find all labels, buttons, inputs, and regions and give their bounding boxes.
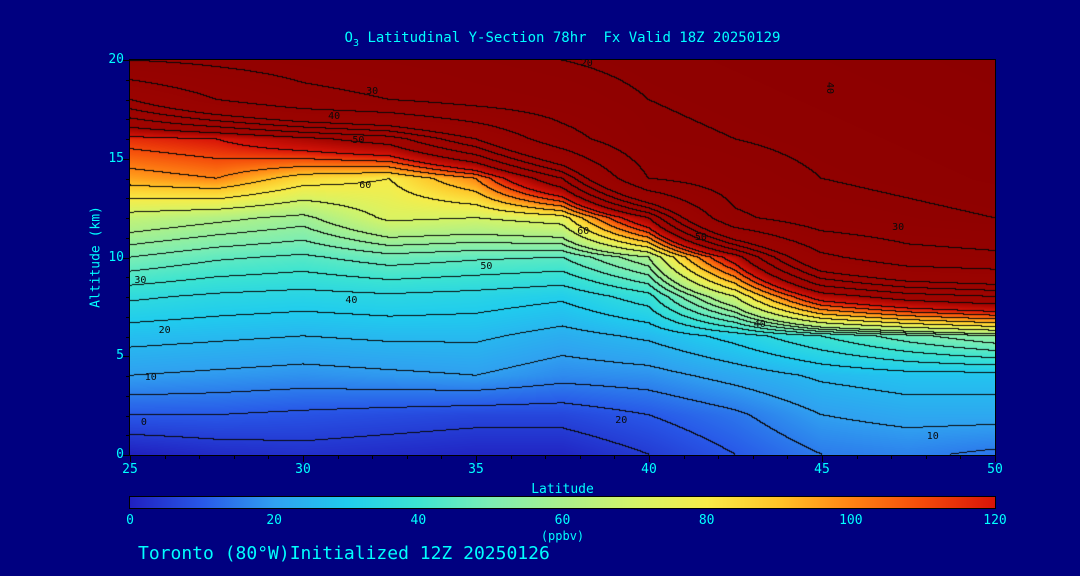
y-axis-minor-tick xyxy=(126,316,130,318)
y-axis-minor-tick xyxy=(126,218,130,219)
x-axis-major-tick xyxy=(303,455,304,462)
contour-plot-canvas xyxy=(129,59,996,456)
y-tick-label: 15 xyxy=(108,150,124,166)
y-axis-minor-tick xyxy=(126,178,130,180)
x-tick-label: 40 xyxy=(641,462,657,477)
contour-label: 40 xyxy=(753,318,766,330)
x-axis-minor-tick xyxy=(614,455,616,459)
x-axis-minor-tick xyxy=(441,455,443,459)
x-axis-minor-tick xyxy=(199,455,201,459)
colorbar-tick-label: 0 xyxy=(126,513,134,528)
x-tick-label: 25 xyxy=(122,462,138,477)
x-axis-minor-tick xyxy=(337,455,339,459)
x-axis-minor-tick xyxy=(891,455,893,459)
x-axis-minor-tick xyxy=(164,455,166,459)
x-axis-major-tick xyxy=(476,455,477,462)
y-axis-major-tick xyxy=(123,356,130,358)
colorbar-tick-label: 120 xyxy=(983,513,1007,528)
x-tick-label: 35 xyxy=(468,462,484,477)
x-axis-major-tick xyxy=(995,455,996,462)
contour-label: 30 xyxy=(134,275,147,287)
contour-label: 20 xyxy=(158,324,171,336)
y-axis-minor-tick xyxy=(126,79,130,81)
y-axis-minor-tick xyxy=(126,139,130,140)
contour-label: 30 xyxy=(366,85,379,97)
contour-label: 10 xyxy=(926,431,939,443)
y-tick-label: 10 xyxy=(108,249,124,265)
x-axis-minor-tick xyxy=(545,455,547,459)
y-tick-label: 0 xyxy=(116,447,124,462)
x-tick-label: 45 xyxy=(814,462,830,477)
x-axis-minor-tick xyxy=(233,455,235,459)
x-axis-minor-tick xyxy=(960,455,962,459)
x-axis-minor-tick xyxy=(372,455,374,459)
y-axis-minor-tick xyxy=(126,415,130,417)
colorbar-tick-label: 80 xyxy=(698,513,715,528)
contour-label: 20 xyxy=(615,415,628,427)
colorbar-tick-label: 60 xyxy=(554,513,571,528)
contour-label: 40 xyxy=(345,294,358,306)
contour-label: 40 xyxy=(328,111,341,123)
x-axis-minor-tick xyxy=(718,455,720,459)
y-axis-minor-tick xyxy=(126,237,130,239)
y-axis-minor-tick xyxy=(126,119,130,121)
contour-label: 60 xyxy=(359,180,372,192)
y-axis-major-tick xyxy=(123,455,130,456)
x-axis-major-tick xyxy=(130,455,131,462)
y-axis-major-tick xyxy=(123,60,130,61)
x-axis-minor-tick xyxy=(268,455,270,459)
contour-label: 20 xyxy=(580,57,593,69)
y-tick-label: 5 xyxy=(116,348,124,364)
contour-label: 60 xyxy=(577,225,590,237)
y-axis-minor-tick xyxy=(126,435,130,437)
x-axis-minor-tick xyxy=(406,455,408,459)
y-axis-minor-tick xyxy=(126,336,130,338)
y-axis-minor-tick xyxy=(126,395,130,397)
x-axis-minor-tick xyxy=(683,455,685,459)
x-axis-label: Latitude xyxy=(531,482,594,497)
colorbar-tick-label: 100 xyxy=(839,513,863,528)
y-tick-label: 20 xyxy=(108,52,124,67)
contour-label: 10 xyxy=(144,371,157,383)
x-axis-minor-tick xyxy=(787,455,789,459)
colorbar-tick-label: 20 xyxy=(266,513,282,528)
chart-title-rest: Latitudinal Y-Section 78hr Fx Valid 18Z … xyxy=(359,30,781,46)
contour-plot-area: 20 30 40 50 60 60 50 50 40 30 20 10 0 20 40 30 40 10 xyxy=(129,57,996,456)
footer-text: Toronto (80°W)Initialized 12Z 20250126 xyxy=(138,543,550,564)
x-axis-minor-tick xyxy=(579,455,581,459)
chart-title-subscript: 3 xyxy=(352,37,360,49)
contour-label: 50 xyxy=(352,134,365,146)
contour-label: 0 xyxy=(140,417,147,429)
y-axis-major-tick xyxy=(123,257,130,259)
x-axis-major-tick xyxy=(822,455,823,462)
y-axis-minor-tick xyxy=(126,277,130,279)
chart-title-prefix: O xyxy=(344,30,353,46)
y-axis-minor-tick xyxy=(126,297,130,298)
y-axis-minor-tick xyxy=(126,376,130,377)
x-tick-label: 30 xyxy=(295,462,311,477)
contour-label: 40 xyxy=(823,81,835,94)
x-axis-major-tick xyxy=(649,455,650,462)
contour-label: 50 xyxy=(694,231,707,243)
x-axis-minor-tick xyxy=(752,455,754,459)
x-axis-minor-tick xyxy=(925,455,927,459)
contour-labels-layer: 20 30 40 50 60 60 50 50 40 30 20 10 0 20 40 30 40 10 xyxy=(130,57,995,455)
contour-label: 30 xyxy=(892,221,905,233)
y-axis-minor-tick xyxy=(126,99,130,101)
x-axis-minor-tick xyxy=(856,455,858,459)
y-axis-minor-tick xyxy=(126,198,130,200)
x-tick-label: 50 xyxy=(987,462,1003,477)
y-axis-major-tick xyxy=(123,158,130,160)
colorbar-tick-label: 40 xyxy=(410,513,427,528)
x-axis-minor-tick xyxy=(510,455,512,459)
colorbar-units-label: (ppbv) xyxy=(540,529,585,543)
chart-title: O3 Latitudinal Y-Section 78hr Fx Valid 1… xyxy=(130,30,995,49)
colorbar xyxy=(129,496,996,509)
contour-label: 50 xyxy=(480,261,493,273)
